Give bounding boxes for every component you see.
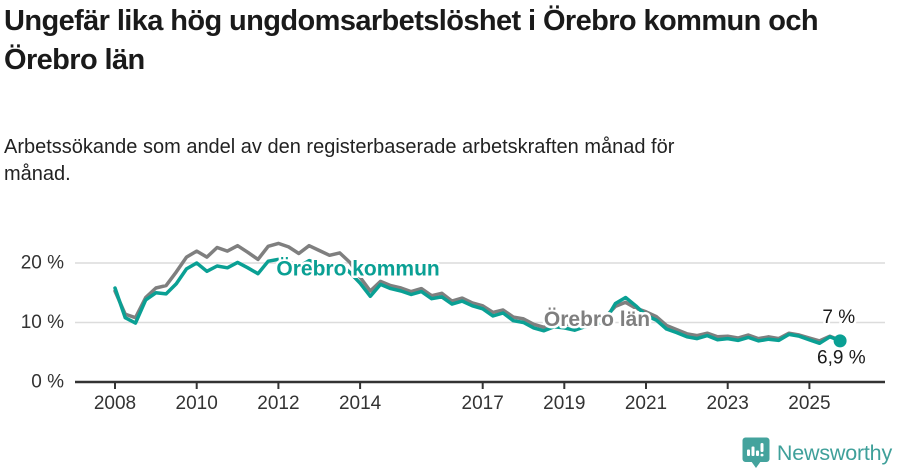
annotation-örebro-kommun: Örebro kommun [276,257,439,280]
x-axis-label: 2017 [462,393,504,414]
x-axis-label: 2010 [176,393,218,414]
series-line-örebro-län [113,241,842,343]
y-axis-label: 10 % [21,312,64,333]
series-line-örebro-kommun [113,257,842,346]
y-axis-label: 0 % [31,372,64,393]
annotation-7-: 7 % [822,307,855,328]
newsworthy-bubble-chart-icon [742,437,770,468]
annotation-6-9-: 6,9 % [817,348,866,369]
newsworthy-logo: Newsworthy [742,436,892,470]
x-axis-label: 2012 [257,393,299,414]
x-axis-label: 2014 [339,393,382,414]
x-axis-label: 2023 [707,393,749,414]
chart-title: Ungefär lika hög ungdomsarbetslöshet i Ö… [4,5,819,76]
x-axis-label: 2008 [94,393,136,414]
x-axis-label: 2025 [788,393,830,414]
newsworthy-logo-text: Newsworthy [776,440,892,465]
end-point-dot [833,334,847,348]
y-axis-label: 20 % [21,253,64,274]
chart-subtitle: Arbetssökande som andel av den registerb… [4,136,675,185]
x-axis-label: 2021 [625,393,667,414]
x-axis-label: 2019 [543,393,585,414]
annotation-örebro-län: Örebro län [544,308,650,331]
